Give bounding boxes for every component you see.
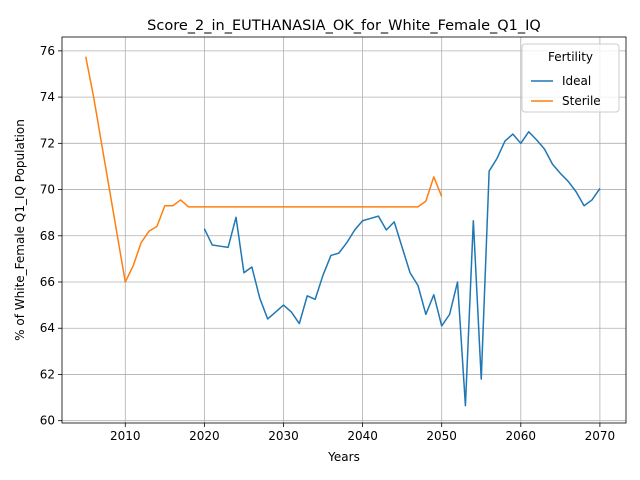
x-axis-title: Years xyxy=(327,450,360,464)
legend-box xyxy=(521,43,620,113)
legend-title: Fertility xyxy=(548,50,593,64)
y-tick-label: 60 xyxy=(40,414,55,428)
x-tick-label: 2060 xyxy=(506,429,537,443)
x-axis-ticks: 2010 2020 2030 2040 2050 2060 2070 xyxy=(110,423,615,443)
y-axis-title: % of White_Female Q1_IQ Population xyxy=(13,119,27,341)
plot-frame xyxy=(61,36,627,424)
y-tick-label: 72 xyxy=(40,136,55,150)
y-tick-label: 74 xyxy=(40,90,55,104)
legend-label-sterile: Sterile xyxy=(562,94,601,108)
grid xyxy=(62,37,626,423)
x-tick-label: 2040 xyxy=(347,429,378,443)
y-tick-label: 70 xyxy=(40,183,55,197)
y-tick-label: 64 xyxy=(40,321,55,335)
legend-items: Ideal Sterile xyxy=(531,74,601,108)
series-line-sterile xyxy=(84,56,443,283)
x-tick-label: 2030 xyxy=(268,429,299,443)
y-tick-label: 62 xyxy=(40,367,55,381)
series-lines xyxy=(84,56,601,407)
legend-label-ideal: Ideal xyxy=(562,74,591,88)
series-line-ideal xyxy=(203,131,601,407)
x-tick-label: 2050 xyxy=(426,429,457,443)
x-tick-label: 2020 xyxy=(189,429,220,443)
y-tick-label: 66 xyxy=(40,275,55,289)
legend: Fertility Ideal Sterile xyxy=(521,43,620,113)
x-tick-label: 2070 xyxy=(585,429,616,443)
chart-title: Score_2_in_EUTHANASIA_OK_for_White_Femal… xyxy=(147,18,541,34)
x-tick-label: 2010 xyxy=(110,429,141,443)
y-tick-label: 68 xyxy=(40,229,55,243)
y-axis-ticks: 60 62 64 66 68 70 72 74 76 xyxy=(40,44,62,428)
y-tick-label: 76 xyxy=(40,44,55,58)
